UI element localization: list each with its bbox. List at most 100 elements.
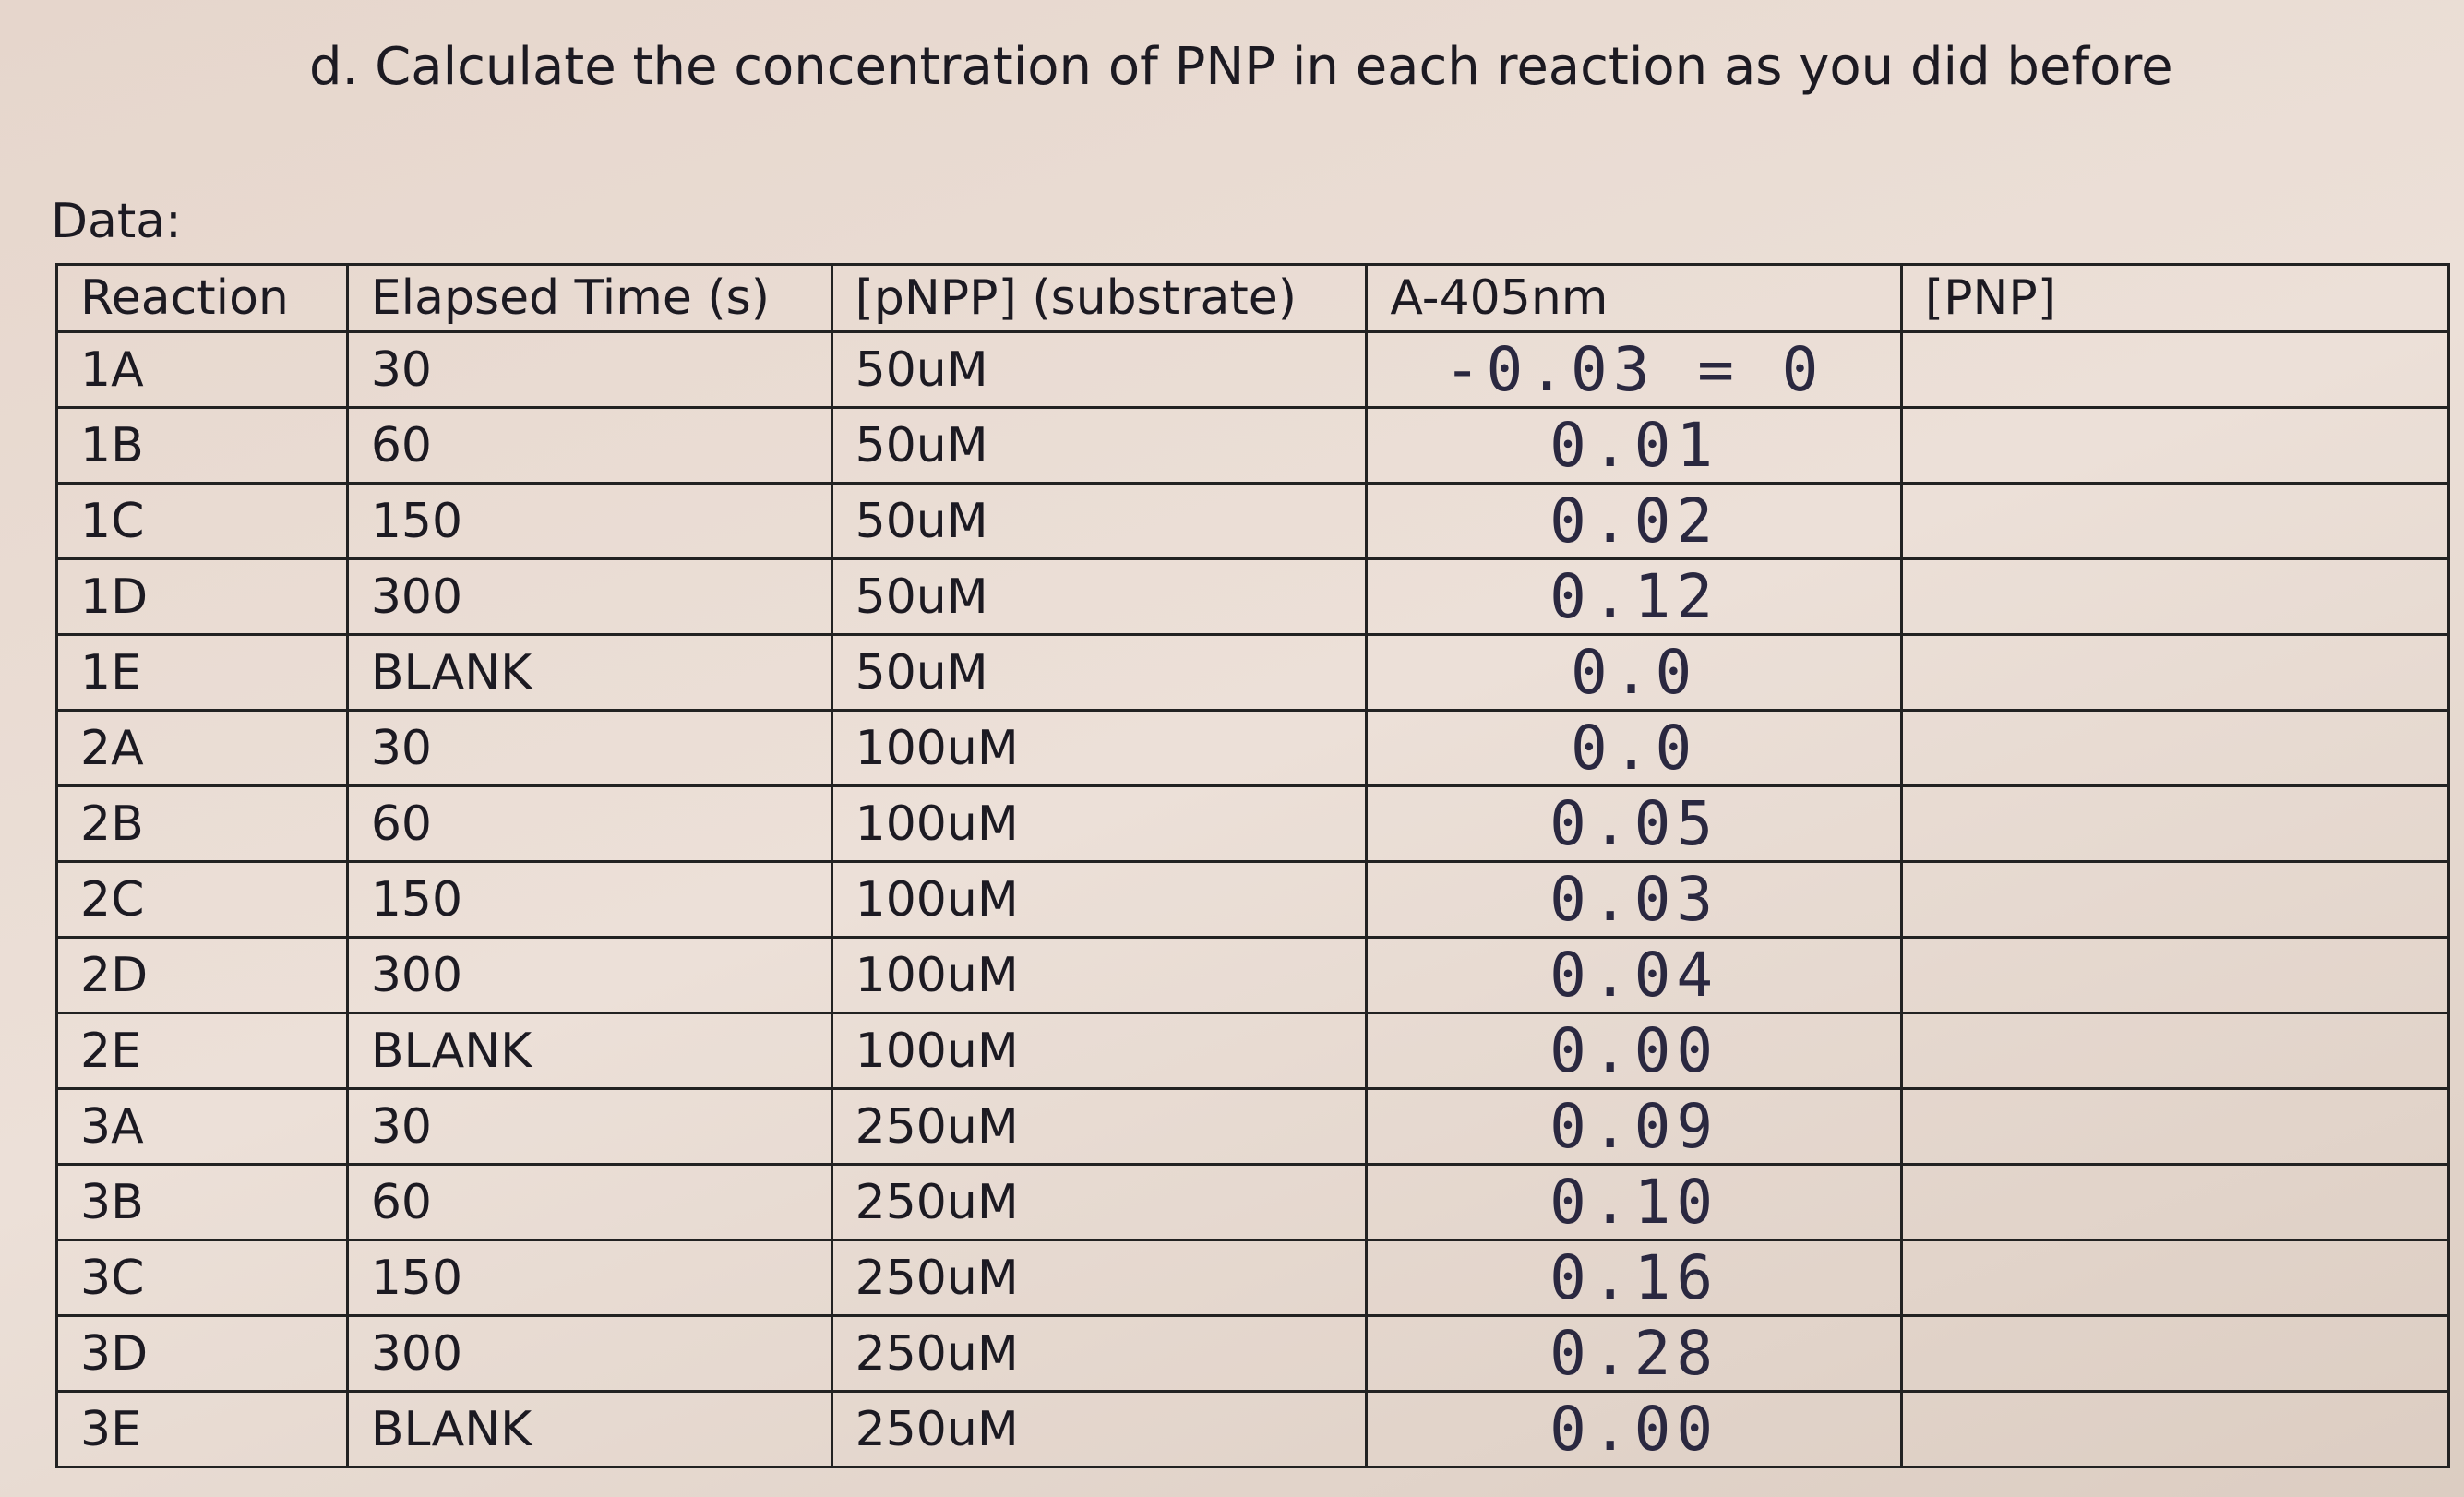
empty-cell xyxy=(1899,1239,2451,1317)
handwritten-absorbance: 0.01 xyxy=(1365,406,1903,485)
empty-cell xyxy=(1899,1012,2451,1090)
empty-cell xyxy=(1899,784,2451,863)
handwritten-absorbance: 0.00 xyxy=(1365,1390,1903,1468)
data-label: Data: xyxy=(51,194,182,249)
table-cell: 250uM xyxy=(830,1163,1369,1241)
empty-cell xyxy=(1899,633,2451,712)
table-cell: 1D xyxy=(55,557,349,636)
table-cell: 60 xyxy=(345,406,833,485)
table-cell: 50uM xyxy=(830,482,1369,560)
table-cell: 30 xyxy=(345,1087,833,1166)
table-row: 1A 30 50uM -0.03 = 0 xyxy=(55,330,2451,409)
table-cell: 250uM xyxy=(830,1087,1369,1166)
table-cell: BLANK xyxy=(345,1012,833,1090)
table-cell: 150 xyxy=(345,482,833,560)
table-cell: 3D xyxy=(55,1314,349,1393)
table-row: 1D 300 50uM 0.12 xyxy=(55,557,2451,636)
handwritten-absorbance: 0.03 xyxy=(1365,860,1903,939)
table-cell: 3E xyxy=(55,1390,349,1468)
handwritten-absorbance: 0.12 xyxy=(1365,557,1903,636)
table-cell: 300 xyxy=(345,936,833,1014)
table-cell: 250uM xyxy=(830,1314,1369,1393)
column-header: [PNP] xyxy=(1899,263,2451,333)
table-row: 1E BLANK 50uM 0.0 xyxy=(55,633,2451,712)
empty-cell xyxy=(1899,936,2451,1014)
handwritten-absorbance: 0.10 xyxy=(1365,1163,1903,1241)
handwritten-absorbance: 0.04 xyxy=(1365,936,1903,1014)
table-cell: 250uM xyxy=(830,1239,1369,1317)
table-cell: 2E xyxy=(55,1012,349,1090)
table-row: 3E BLANK 250uM 0.00 xyxy=(55,1390,2451,1468)
table-cell: 1C xyxy=(55,482,349,560)
handwritten-absorbance: 0.05 xyxy=(1365,784,1903,863)
table-cell: 2B xyxy=(55,784,349,863)
empty-cell xyxy=(1899,1163,2451,1241)
table-row: 1C 150 50uM 0.02 xyxy=(55,482,2451,560)
table-cell: 250uM xyxy=(830,1390,1369,1468)
table-cell: 50uM xyxy=(830,633,1369,712)
table-cell: 50uM xyxy=(830,406,1369,485)
table-cell: 2D xyxy=(55,936,349,1014)
table-cell: 3B xyxy=(55,1163,349,1241)
instruction: d. Calculate the concentration of PNP in… xyxy=(309,37,2173,97)
table-cell: 50uM xyxy=(830,330,1369,409)
table-cell: BLANK xyxy=(345,633,833,712)
handwritten-absorbance: 0.28 xyxy=(1365,1314,1903,1393)
table-row: 2C 150 100uM 0.03 xyxy=(55,860,2451,939)
table-cell: 60 xyxy=(345,1163,833,1241)
table-cell: 60 xyxy=(345,784,833,863)
handwritten-absorbance: -0.03 = 0 xyxy=(1365,330,1903,409)
table-row: 3D 300 250uM 0.28 xyxy=(55,1314,2451,1393)
empty-cell xyxy=(1899,1087,2451,1166)
handwritten-absorbance: 0.02 xyxy=(1365,482,1903,560)
handwritten-absorbance: 0.0 xyxy=(1365,709,1903,787)
handwritten-absorbance: 0.09 xyxy=(1365,1087,1903,1166)
table-cell: 1B xyxy=(55,406,349,485)
data-table: Reaction Elapsed Time (s) [pNPP] (substrat… xyxy=(55,263,2451,1468)
table-cell: 1A xyxy=(55,330,349,409)
table-row: 2E BLANK 100uM 0.00 xyxy=(55,1012,2451,1090)
table-cell: 1E xyxy=(55,633,349,712)
table-cell: BLANK xyxy=(345,1390,833,1468)
table-cell: 30 xyxy=(345,709,833,787)
table-cell: 50uM xyxy=(830,557,1369,636)
handwritten-absorbance: 0.0 xyxy=(1365,633,1903,712)
table-cell: 2C xyxy=(55,860,349,939)
handwritten-absorbance: 0.16 xyxy=(1365,1239,1903,1317)
table-cell: 3A xyxy=(55,1087,349,1166)
table-cell: 100uM xyxy=(830,936,1369,1014)
handwritten-absorbance: 0.00 xyxy=(1365,1012,1903,1090)
table-body: 1A 30 50uM -0.03 = 0 1B 60 50uM 0.01 1C 150 50uM 0.… xyxy=(55,330,2451,1468)
column-header: Reaction xyxy=(55,263,349,333)
header-row: Reaction Elapsed Time (s) [pNPP] (substrat… xyxy=(55,263,2451,333)
table-cell: 3C xyxy=(55,1239,349,1317)
empty-cell xyxy=(1899,1390,2451,1468)
table-cell: 150 xyxy=(345,860,833,939)
table-cell: 300 xyxy=(345,1314,833,1393)
table-row: 3C 150 250uM 0.16 xyxy=(55,1239,2451,1317)
empty-cell xyxy=(1899,860,2451,939)
table-row: 2B 60 100uM 0.05 xyxy=(55,784,2451,863)
column-header: [pNPP] (substrate) xyxy=(830,263,1369,333)
empty-cell xyxy=(1899,557,2451,636)
empty-cell xyxy=(1899,1314,2451,1393)
table-row: 1B 60 50uM 0.01 xyxy=(55,406,2451,485)
column-header: A-405nm xyxy=(1365,263,1903,333)
table-row: 2A 30 100uM 0.0 xyxy=(55,709,2451,787)
table-cell: 100uM xyxy=(830,1012,1369,1090)
empty-cell xyxy=(1899,330,2451,409)
column-header: Elapsed Time (s) xyxy=(345,263,833,333)
table-row: 3B 60 250uM 0.10 xyxy=(55,1163,2451,1241)
empty-cell xyxy=(1899,709,2451,787)
table-cell: 30 xyxy=(345,330,833,409)
table-cell: 2A xyxy=(55,709,349,787)
table-cell: 300 xyxy=(345,557,833,636)
table-row: 2D 300 100uM 0.04 xyxy=(55,936,2451,1014)
table-row: 3A 30 250uM 0.09 xyxy=(55,1087,2451,1166)
table-cell: 100uM xyxy=(830,784,1369,863)
table-cell: 100uM xyxy=(830,709,1369,787)
table-cell: 100uM xyxy=(830,860,1369,939)
empty-cell xyxy=(1899,406,2451,485)
empty-cell xyxy=(1899,482,2451,560)
